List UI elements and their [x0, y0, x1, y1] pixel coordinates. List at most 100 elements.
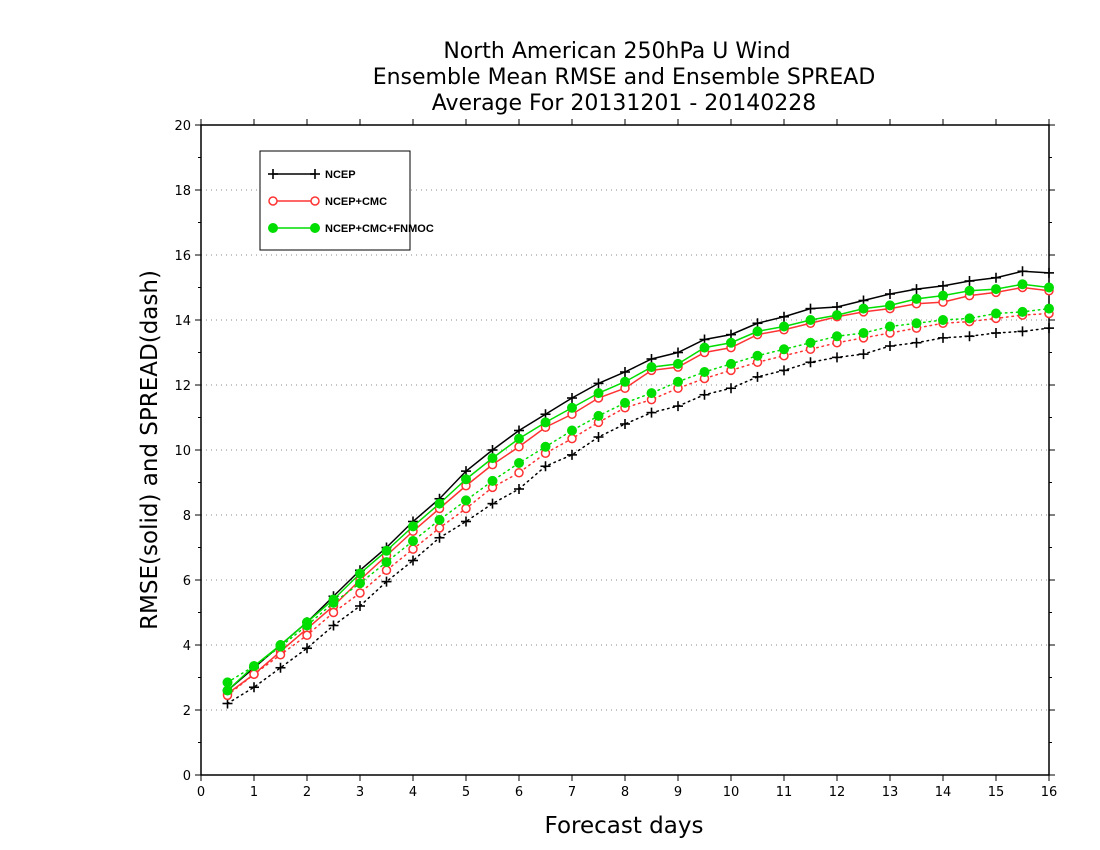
x-tick-label-1: 1: [250, 785, 258, 800]
spread-point-0-27: [938, 332, 948, 343]
spread-point-2-20: [752, 350, 763, 361]
legend-label-0: NCEP: [325, 169, 356, 181]
series-0: [222, 266, 1054, 709]
rmse-point-2-27: [938, 290, 948, 301]
title-line-2: Ensemble Mean RMSE and Ensemble SPREAD: [373, 65, 876, 90]
legend-item-1: NCEP+CMC: [268, 196, 387, 208]
spread-point-0-10: [487, 498, 498, 509]
spread-point-0-6: [381, 576, 392, 587]
rmse-line-0: [227, 270, 1050, 692]
rmse-point-2-25: [885, 300, 895, 311]
spread-point-0-19: [726, 383, 736, 394]
rmse-point-2-30: [1017, 279, 1028, 290]
spread-point-2-23: [832, 331, 842, 342]
rmse-point-2-8: [434, 498, 445, 509]
rmse-point-2-26: [911, 293, 922, 304]
x-tick-label-9: 9: [674, 785, 682, 800]
spread-point-0-18: [699, 389, 710, 400]
x-tick-label-3: 3: [356, 785, 364, 800]
title-line-1: North American 250hPa U Wind: [443, 39, 790, 64]
plot-series: [222, 266, 1054, 709]
chart-title: North American 250hPa U Wind Ensemble Me…: [373, 39, 876, 116]
spread-point-0-7: [408, 555, 418, 566]
spread-point-2-14: [593, 410, 604, 421]
rmse-point-0-21: [779, 311, 789, 322]
spread-point-2-30: [1017, 306, 1028, 317]
rmse-point-2-6: [381, 545, 392, 556]
x-tick-label-4: 4: [409, 785, 417, 800]
y-tick-label-0: 0: [183, 769, 191, 784]
x-tick-label-5: 5: [462, 785, 470, 800]
spread-point-0-24: [858, 349, 869, 360]
spread-point-2-9: [461, 495, 471, 506]
spread-point-2-1: [249, 661, 259, 672]
spread-point-0-31: [1044, 323, 1054, 334]
x-tick-label-6: 6: [515, 785, 523, 800]
spread-point-2-22: [805, 337, 816, 348]
spread-point-2-10: [487, 475, 498, 486]
spread-point-2-28: [964, 313, 975, 324]
y-tick-label-1: 2: [183, 704, 191, 719]
rmse-point-0-28: [964, 276, 975, 286]
title-line-3: Average For 20131201 - 20140228: [432, 91, 817, 116]
series-2: [222, 279, 1054, 696]
y-tick-label-4: 8: [183, 509, 191, 524]
spread-line-0: [226, 327, 1050, 705]
spread-point-2-2: [275, 641, 286, 652]
spread-point-1-8: [434, 523, 445, 533]
spread-point-2-13: [567, 425, 577, 436]
spread-point-0-25: [885, 341, 895, 351]
spread-point-2-6: [381, 557, 392, 568]
rmse-point-0-13: [567, 393, 577, 403]
y-axis-label: RMSE(solid) and SPREAD(dash): [137, 270, 163, 630]
rmse-point-2-28: [964, 285, 975, 296]
legend-item-0: NCEP: [268, 169, 356, 181]
x-axis-label: Forecast days: [545, 813, 704, 839]
legend-marker-right-1: [310, 196, 320, 206]
spread-point-2-19: [726, 358, 736, 369]
rmse-point-0-31: [1044, 267, 1054, 278]
spread-point-0-23: [832, 352, 842, 363]
legend-marker-right-0: [310, 169, 320, 179]
rmse-point-0-29: [991, 272, 1001, 283]
rmse-point-2-15: [620, 376, 630, 387]
rmse-point-0-25: [885, 289, 895, 299]
spread-point-1-9: [461, 503, 471, 514]
spread-point-0-28: [964, 331, 975, 342]
series-1: [222, 282, 1054, 701]
legend: NCEP NCEP+CMC NCEP+CMC+FNMOC: [259, 150, 434, 251]
y-tick-label-8: 16: [174, 249, 191, 264]
y-tick-label-2: 4: [183, 639, 191, 654]
rmse-point-2-31: [1044, 282, 1054, 293]
x-tick-label-16: 16: [1041, 785, 1058, 800]
spread-point-2-8: [434, 514, 445, 525]
rmse-point-2-23: [832, 310, 842, 321]
spread-point-1-6: [381, 565, 392, 575]
legend-marker-left-1: [268, 196, 278, 206]
spread-point-0-3: [302, 643, 312, 654]
spread-point-0-26: [911, 337, 922, 348]
spread-point-0-29: [991, 328, 1001, 338]
spread-point-2-21: [779, 344, 789, 355]
rmse-point-2-19: [726, 337, 736, 348]
spread-point-1-3: [302, 630, 312, 640]
spread-line-1: [226, 312, 1050, 697]
x-tick-label-8: 8: [621, 785, 629, 800]
y-tick-label-7: 14: [174, 314, 191, 329]
legend-label-1: NCEP+CMC: [325, 196, 387, 208]
y-tick-label-6: 12: [174, 379, 191, 394]
y-tick-label-3: 6: [183, 574, 191, 589]
spread-point-2-3: [302, 620, 312, 631]
x-tick-label-7: 7: [568, 785, 576, 800]
x-tick-label-12: 12: [829, 785, 846, 800]
rmse-point-1-11: [514, 442, 524, 452]
rmse-line-1: [227, 286, 1050, 695]
spread-point-0-16: [646, 407, 657, 418]
spread-point-0-8: [434, 532, 445, 543]
spread-point-2-16: [646, 388, 657, 399]
spread-point-2-31: [1044, 303, 1054, 314]
rmse-point-2-10: [487, 453, 498, 464]
rmse-point-0-15: [620, 367, 630, 377]
